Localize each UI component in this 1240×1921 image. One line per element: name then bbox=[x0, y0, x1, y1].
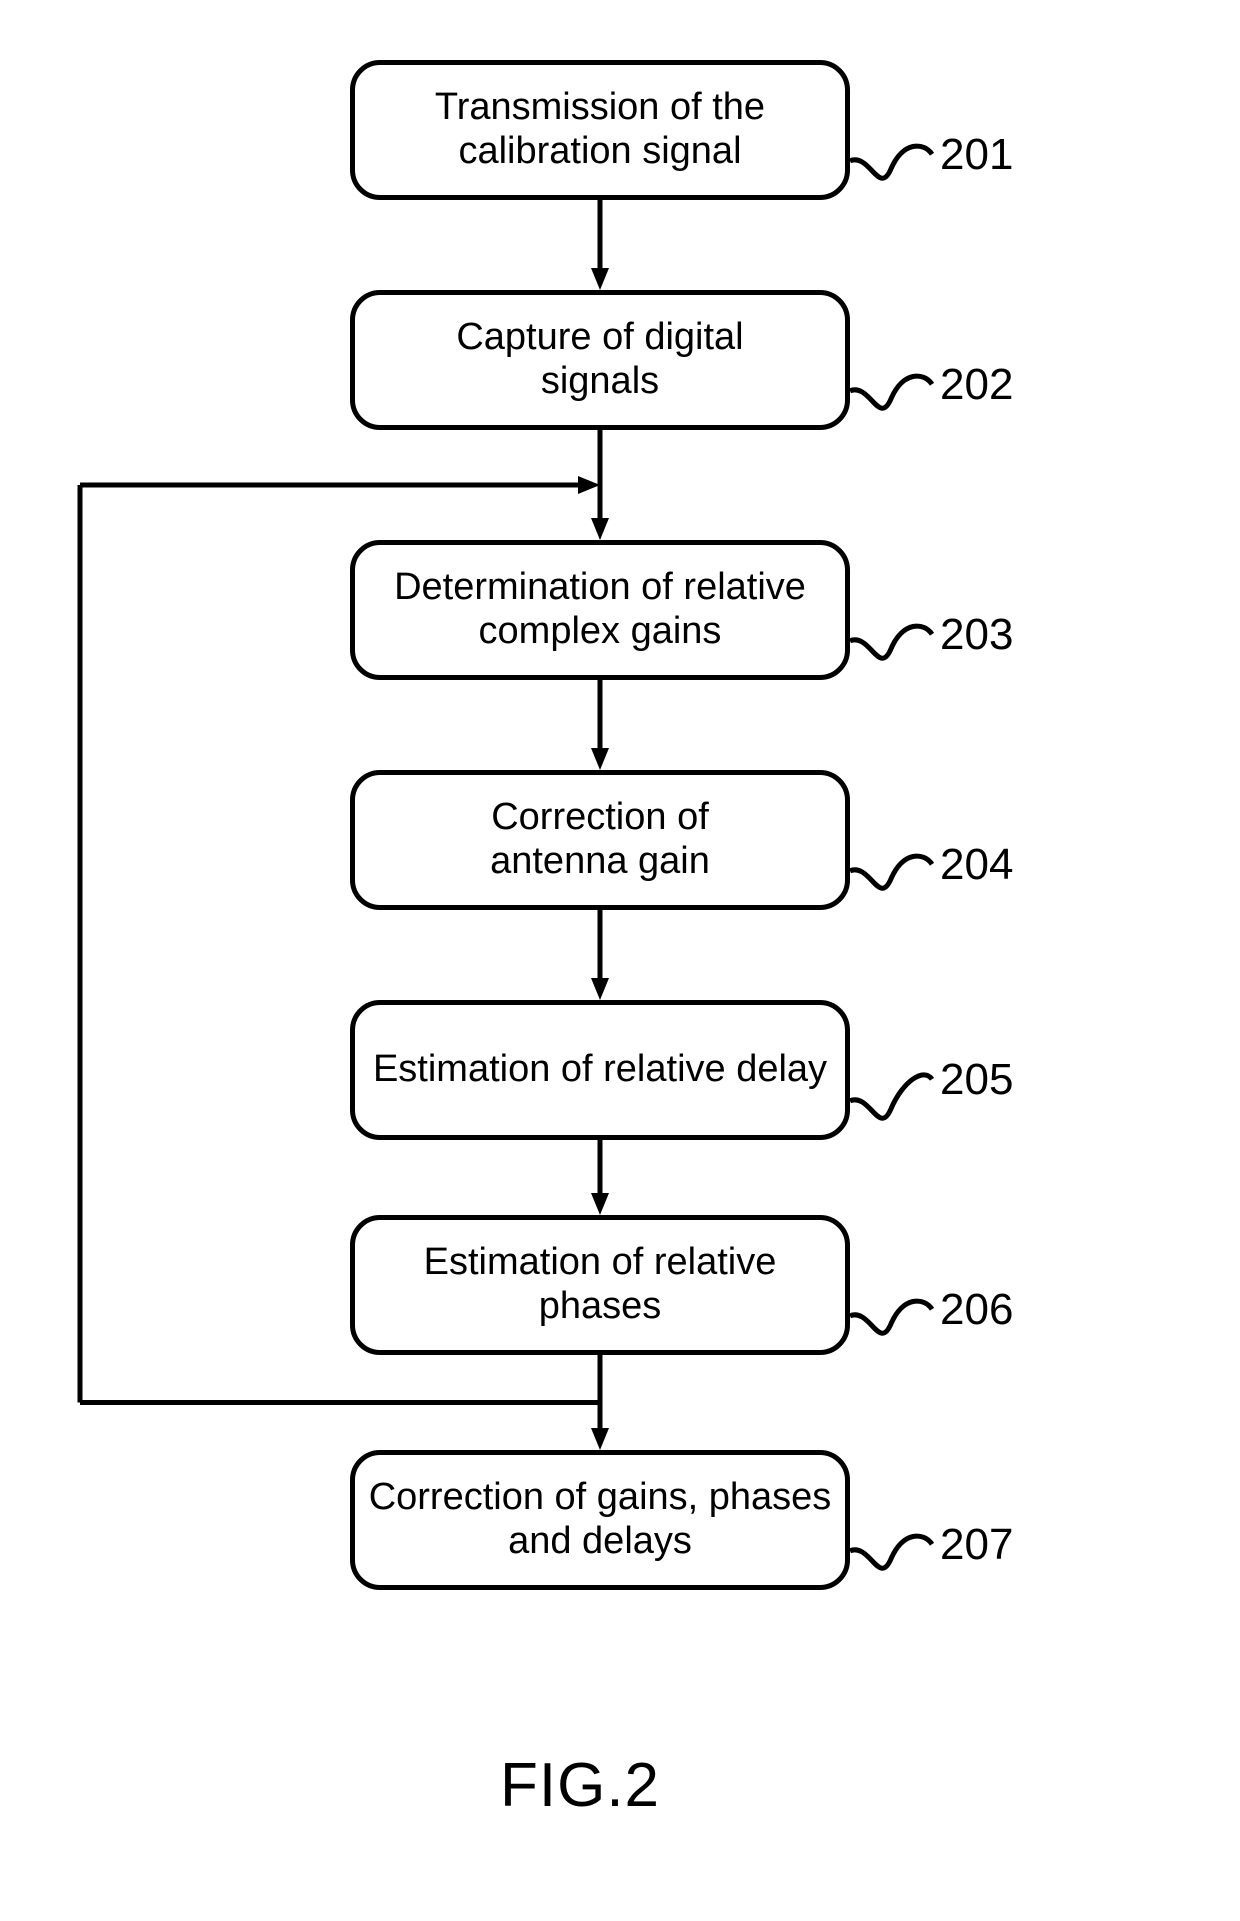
arrow-head-icon bbox=[591, 978, 609, 1000]
flow-node-201: Transmission of thecalibration signal bbox=[350, 60, 850, 200]
ref-label-204: 204 bbox=[940, 840, 1013, 890]
flow-node-label: Determination of relative bbox=[394, 566, 806, 608]
flow-node-206: Estimation of relativephases bbox=[350, 1215, 850, 1355]
flow-node-204: Correction ofantenna gain bbox=[350, 770, 850, 910]
arrow-head-icon bbox=[591, 518, 609, 540]
flow-node-label: Capture of digital bbox=[456, 316, 743, 358]
ref-label-207: 207 bbox=[940, 1520, 1013, 1570]
ref-connector-202 bbox=[850, 376, 932, 408]
flow-node-label: Correction of gains, phases bbox=[369, 1476, 832, 1518]
flow-node-label: and delays bbox=[508, 1520, 692, 1562]
arrow-head-icon bbox=[591, 1428, 609, 1450]
ref-label-205: 205 bbox=[940, 1055, 1013, 1105]
flow-node-label: Correction of bbox=[491, 796, 709, 838]
flow-node-205: Estimation of relative delay bbox=[350, 1000, 850, 1140]
flow-node-202: Capture of digitalsignals bbox=[350, 290, 850, 430]
ref-label-206: 206 bbox=[940, 1285, 1013, 1335]
ref-connector-204 bbox=[850, 856, 932, 888]
flow-node-label: Estimation of relative bbox=[424, 1241, 777, 1283]
ref-connector-207 bbox=[850, 1536, 932, 1568]
flow-node-label: signals bbox=[541, 360, 659, 402]
ref-connector-206 bbox=[850, 1301, 932, 1333]
ref-label-202: 202 bbox=[940, 360, 1013, 410]
ref-connector-203 bbox=[850, 626, 932, 658]
flow-node-label: Estimation of relative delay bbox=[373, 1048, 827, 1092]
flow-node-label: phases bbox=[539, 1285, 662, 1327]
arrow-head-icon bbox=[591, 748, 609, 770]
flow-node-label: antenna gain bbox=[490, 840, 710, 882]
figure-caption: FIG.2 bbox=[500, 1750, 660, 1821]
ref-connector-201 bbox=[850, 146, 932, 178]
arrow-head-icon bbox=[591, 1193, 609, 1215]
arrow-head-icon bbox=[591, 268, 609, 290]
arrow-head-icon bbox=[578, 476, 600, 494]
ref-label-201: 201 bbox=[940, 130, 1013, 180]
flow-node-207: Correction of gains, phasesand delays bbox=[350, 1450, 850, 1590]
flow-node-203: Determination of relativecomplex gains bbox=[350, 540, 850, 680]
flow-node-label: calibration signal bbox=[458, 130, 741, 172]
flow-node-label: complex gains bbox=[479, 610, 722, 652]
flowchart-canvas bbox=[0, 0, 1240, 1921]
ref-connector-205 bbox=[850, 1075, 932, 1118]
flow-node-label: Transmission of the bbox=[435, 86, 765, 128]
ref-label-203: 203 bbox=[940, 610, 1013, 660]
